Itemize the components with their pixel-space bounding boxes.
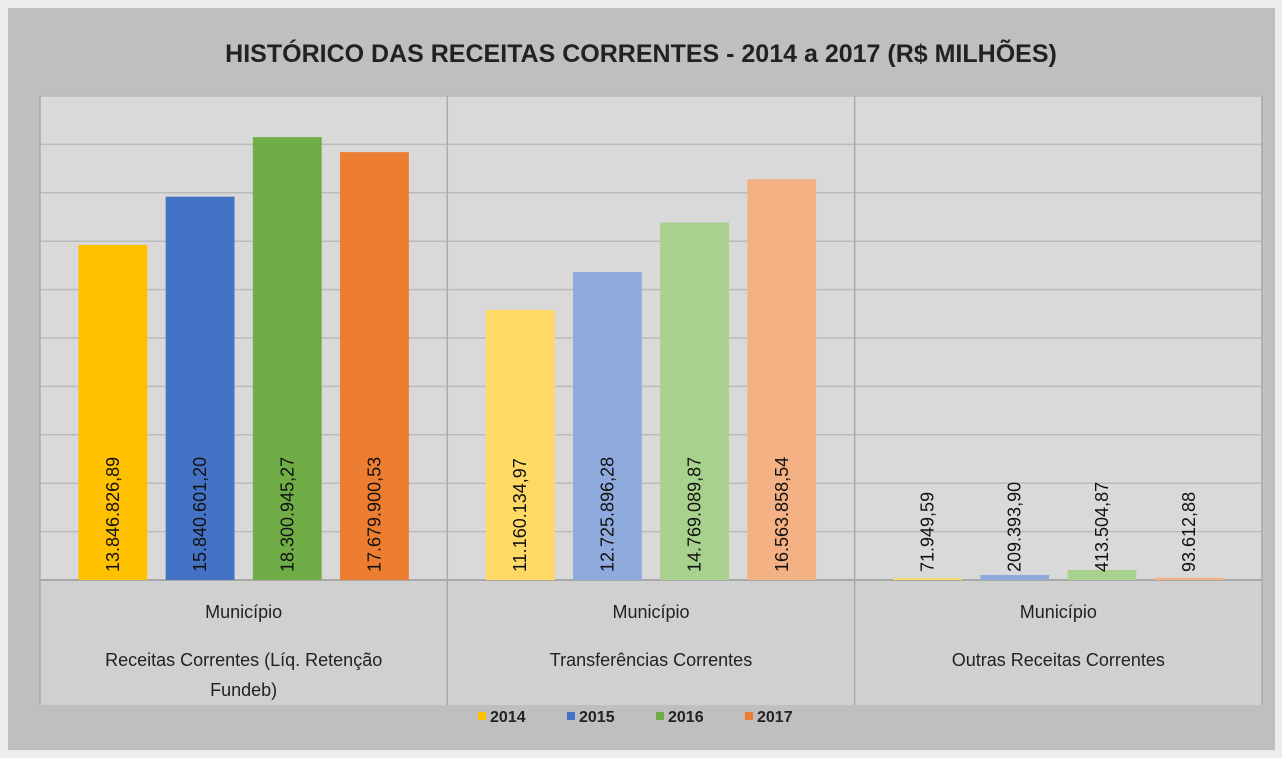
legend-swatch [567, 712, 575, 720]
category-parent-label: Município [612, 602, 690, 622]
data-label: 14.769.089,87 [685, 457, 705, 572]
data-label: 13.846.826,89 [103, 457, 123, 572]
chart-title: HISTÓRICO DAS RECEITAS CORRENTES - 2014 … [225, 38, 1057, 68]
data-label: 12.725.896,28 [597, 457, 617, 572]
bar [572, 272, 642, 580]
bar [660, 222, 730, 581]
data-label: 18.300.945,27 [277, 457, 297, 572]
category-label: Transferências Correntes [549, 650, 753, 670]
data-label: 16.563.858,54 [772, 457, 792, 572]
data-label: 413.504,87 [1092, 482, 1112, 572]
category-band [40, 580, 1262, 705]
legend-swatch [478, 712, 486, 720]
legend-swatch [745, 712, 753, 720]
bar [747, 179, 817, 581]
category-label: Receitas Correntes (Líq. Retenção Fundeb… [105, 650, 383, 700]
legend-label: 2015 [579, 709, 615, 726]
data-label: 71.949,59 [918, 492, 938, 572]
data-label: 11.160.134,97 [510, 458, 530, 572]
bar [165, 196, 235, 580]
bar [485, 309, 555, 580]
category-label: Outras Receitas Correntes [951, 650, 1165, 670]
bar [252, 137, 322, 580]
bar [893, 578, 963, 580]
data-label: 17.679.900,53 [364, 457, 384, 572]
bar [1154, 577, 1224, 580]
bar [980, 574, 1050, 580]
legend-label: 2017 [757, 709, 793, 726]
legend-label: 2016 [668, 709, 704, 726]
legend-swatch [656, 712, 664, 720]
legend-label: 2014 [490, 709, 526, 726]
bar [1067, 569, 1137, 580]
data-label: 209.393,90 [1005, 482, 1025, 572]
category-parent-label: Município [205, 602, 283, 622]
category-parent-label: Município [1019, 602, 1097, 622]
data-label: 93.612,88 [1179, 492, 1199, 572]
bar [339, 152, 409, 580]
bar [78, 244, 148, 580]
data-label: 15.840.601,20 [190, 457, 210, 572]
